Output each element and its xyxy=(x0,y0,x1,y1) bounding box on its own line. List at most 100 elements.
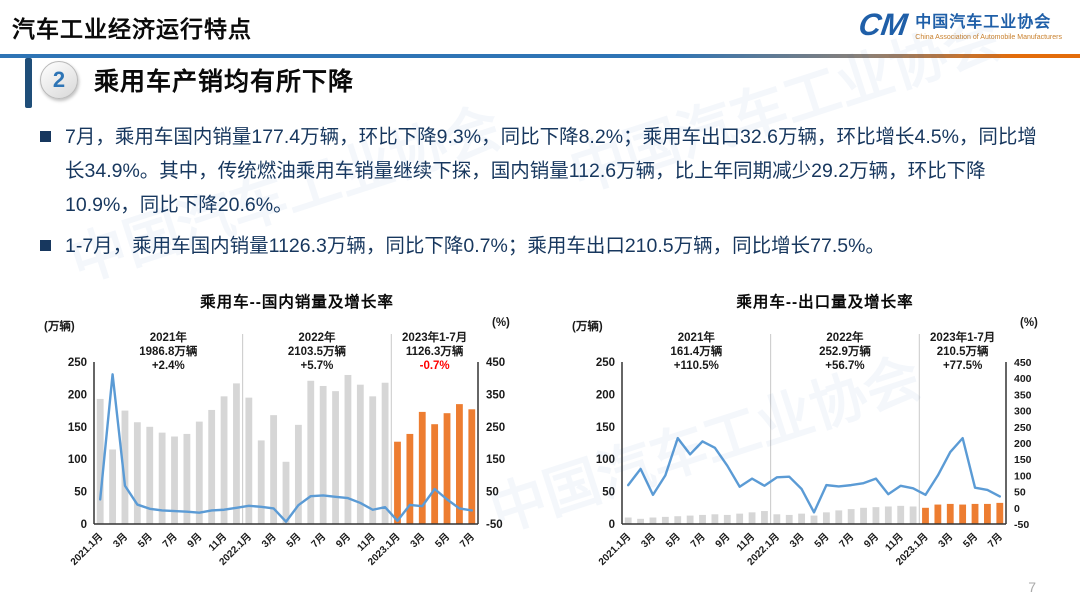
svg-text:11月: 11月 xyxy=(883,531,906,554)
svg-text:5月: 5月 xyxy=(284,531,303,550)
svg-text:150: 150 xyxy=(68,422,87,434)
domestic-sales-chart-title: 乘用车--国内销量及增长率 xyxy=(200,294,394,311)
svg-text:200: 200 xyxy=(1014,438,1032,450)
svg-text:2023年1-7月: 2023年1-7月 xyxy=(402,330,467,344)
svg-text:1126.3万辆: 1126.3万辆 xyxy=(406,344,464,358)
svg-text:252.9万辆: 252.9万辆 xyxy=(819,344,871,358)
svg-text:250: 250 xyxy=(486,422,505,434)
caam-logo-name-en: China Association of Automobile Manufact… xyxy=(915,34,1062,41)
section-heading-row: 2 乘用车产销均有所下降 xyxy=(40,61,354,99)
page-title: 汽车工业经济运行特点 xyxy=(12,16,252,42)
caam-logo-mark-icon: CM xyxy=(856,7,910,42)
svg-text:5月: 5月 xyxy=(961,531,980,550)
caam-logo-name-cn: 中国汽车工业协会 xyxy=(915,14,1052,31)
svg-text:2022年: 2022年 xyxy=(826,330,864,344)
svg-text:7月: 7月 xyxy=(985,531,1004,550)
svg-text:1986.8万辆: 1986.8万辆 xyxy=(139,344,198,358)
svg-text:3月: 3月 xyxy=(787,531,806,550)
svg-text:+110.5%: +110.5% xyxy=(674,360,719,372)
bullet-text: 1-7月，乘用车国内销量1126.3万辆，同比下降0.7%；乘用车出口210.5… xyxy=(65,235,885,257)
svg-text:11月: 11月 xyxy=(355,531,378,554)
svg-text:2021年: 2021年 xyxy=(678,330,716,344)
svg-text:200: 200 xyxy=(596,389,615,401)
bullet-item: 7月，乘用车国内销量177.4万辆，环比下降9.3%，同比下降8.2%；乘用车出… xyxy=(40,120,1045,222)
export-chart-block: 乘用车--出口量及增长率 (万辆) (%) 0 50 100 150 200 250 -50 0 5… xyxy=(552,290,1068,584)
svg-text:7月: 7月 xyxy=(309,531,328,550)
svg-text:150: 150 xyxy=(486,454,505,466)
svg-text:3月: 3月 xyxy=(111,531,130,550)
svg-text:(万辆): (万辆) xyxy=(572,319,603,333)
svg-text:-0.7%: -0.7% xyxy=(420,360,450,372)
svg-text:50: 50 xyxy=(602,487,615,499)
svg-text:3月: 3月 xyxy=(936,531,955,550)
svg-text:+5.7%: +5.7% xyxy=(300,360,333,372)
svg-text:5月: 5月 xyxy=(135,531,154,550)
svg-text:50: 50 xyxy=(486,487,499,499)
svg-text:210.5万辆: 210.5万辆 xyxy=(937,344,989,358)
svg-text:161.4万辆: 161.4万辆 xyxy=(670,344,722,358)
svg-text:200: 200 xyxy=(68,389,87,401)
svg-text:350: 350 xyxy=(1014,389,1032,401)
svg-text:7月: 7月 xyxy=(457,531,476,550)
svg-text:9月: 9月 xyxy=(862,531,881,550)
svg-text:400: 400 xyxy=(1014,373,1032,385)
svg-text:9月: 9月 xyxy=(334,531,353,550)
svg-text:9月: 9月 xyxy=(713,531,732,550)
svg-text:250: 250 xyxy=(68,357,87,369)
bullet-list: 7月，乘用车国内销量177.4万辆，环比下降9.3%，同比下降8.2%；乘用车出… xyxy=(40,120,1045,270)
bullet-marker xyxy=(40,131,51,142)
export-chart: (万辆) (%) 0 50 100 150 200 250 -50 0 50 100 150 200 250… xyxy=(572,317,1038,568)
svg-text:+2.4%: +2.4% xyxy=(152,360,185,372)
svg-text:7月: 7月 xyxy=(160,531,179,550)
svg-text:5月: 5月 xyxy=(663,531,682,550)
export-chart-title: 乘用车--出口量及增长率 xyxy=(736,294,914,311)
svg-text:2022年: 2022年 xyxy=(298,330,336,344)
svg-text:5月: 5月 xyxy=(812,531,831,550)
caam-logo-text: 中国汽车工业协会 China Association of Automobile… xyxy=(915,8,1062,41)
svg-text:11月: 11月 xyxy=(734,531,757,554)
svg-text:11月: 11月 xyxy=(206,531,229,554)
svg-text:450: 450 xyxy=(1014,357,1032,369)
svg-text:450: 450 xyxy=(486,357,505,369)
svg-text:100: 100 xyxy=(1014,470,1032,482)
svg-text:150: 150 xyxy=(596,422,615,434)
svg-text:(%): (%) xyxy=(492,317,510,329)
svg-text:100: 100 xyxy=(68,454,87,466)
page-number: 7 xyxy=(1028,579,1036,595)
svg-text:+56.7%: +56.7% xyxy=(825,360,864,372)
svg-text:350: 350 xyxy=(486,389,505,401)
svg-text:2021年: 2021年 xyxy=(150,330,188,344)
svg-text:7月: 7月 xyxy=(837,531,856,550)
svg-text:0: 0 xyxy=(1014,503,1020,515)
bullet-text: 7月，乘用车国内销量177.4万辆，环比下降9.3%，同比下降8.2%；乘用车出… xyxy=(65,126,1037,216)
svg-text:2103.5万辆: 2103.5万辆 xyxy=(288,344,347,358)
svg-text:50: 50 xyxy=(1014,487,1026,499)
caam-logo: CM 中国汽车工业协会 China Association of Automob… xyxy=(856,7,1062,42)
svg-text:7月: 7月 xyxy=(688,531,707,550)
svg-text:250: 250 xyxy=(1014,422,1032,434)
svg-text:(万辆): (万辆) xyxy=(44,319,75,333)
header-divider xyxy=(0,54,1080,58)
section-heading: 乘用车产销均有所下降 xyxy=(94,68,355,96)
svg-text:3月: 3月 xyxy=(259,531,278,550)
svg-text:-50: -50 xyxy=(486,519,503,531)
svg-text:+77.5%: +77.5% xyxy=(943,360,982,372)
svg-text:50: 50 xyxy=(74,487,87,499)
svg-text:250: 250 xyxy=(596,357,615,369)
svg-text:2021.1月: 2021.1月 xyxy=(596,531,633,568)
domestic-sales-chart: (万辆) (%) 0 50 100 150 200 250 -50 50 150 250 350 450 2… xyxy=(44,317,510,568)
svg-text:100: 100 xyxy=(596,454,615,466)
svg-text:(%): (%) xyxy=(1020,317,1038,329)
bullet-marker xyxy=(40,240,51,251)
svg-text:-50: -50 xyxy=(1014,519,1029,531)
svg-text:0: 0 xyxy=(609,519,615,531)
svg-text:3月: 3月 xyxy=(639,531,658,550)
svg-text:300: 300 xyxy=(1014,406,1032,418)
svg-text:5月: 5月 xyxy=(433,531,452,550)
section-number-badge: 2 xyxy=(40,61,78,99)
svg-text:2023年1-7月: 2023年1-7月 xyxy=(930,330,995,344)
section-accent-bar xyxy=(25,58,32,108)
svg-text:0: 0 xyxy=(81,519,87,531)
domestic-sales-chart-block: 乘用车--国内销量及增长率 (万辆) (%) 0 50 100 150 200 250 -50 5… xyxy=(26,290,538,584)
